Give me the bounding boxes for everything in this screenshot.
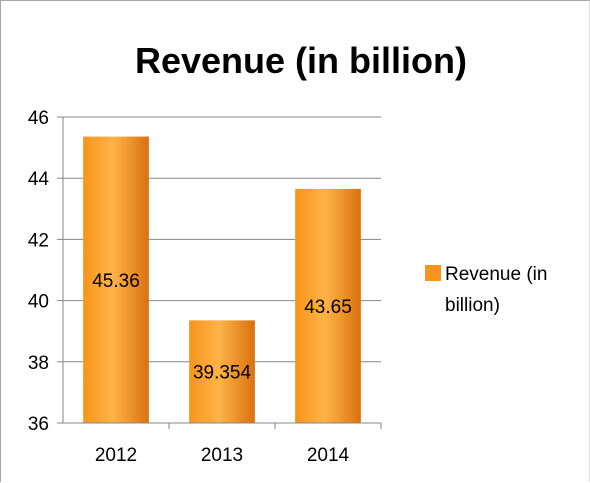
x-tick-label-2013: 2013	[201, 445, 243, 466]
legend: Revenue (in billion)	[425, 264, 547, 316]
y-axis-ticks: 36 38 40 42 44 46	[28, 108, 63, 435]
bar-2014	[295, 188, 361, 423]
data-labels: 45.36 39.354 43.65	[92, 271, 352, 384]
bar-2012	[83, 136, 149, 424]
y-tick-label-38: 38	[28, 353, 49, 374]
data-label-2012: 45.36	[92, 271, 140, 292]
bars	[83, 136, 361, 424]
y-tick-label-46: 46	[28, 108, 49, 129]
x-axis-ticks: 2012 2013 2014	[95, 423, 382, 466]
y-tick-label-42: 42	[28, 230, 49, 251]
data-label-2013: 39.354	[193, 363, 252, 384]
bar-2013	[189, 320, 255, 423]
chart-title: Revenue (in billion)	[135, 40, 467, 81]
legend-label-line-1: Revenue (in	[445, 264, 547, 285]
y-tick-label-44: 44	[28, 169, 50, 190]
axes	[62, 117, 381, 424]
x-tick-label-2014: 2014	[307, 445, 350, 466]
y-tick-label-36: 36	[28, 414, 49, 435]
legend-swatch	[425, 265, 441, 281]
legend-label-line-2: billion)	[445, 295, 500, 316]
y-tick-label-40: 40	[28, 292, 49, 313]
data-label-2014: 43.65	[304, 297, 352, 318]
x-tick-label-2012: 2012	[95, 445, 137, 466]
